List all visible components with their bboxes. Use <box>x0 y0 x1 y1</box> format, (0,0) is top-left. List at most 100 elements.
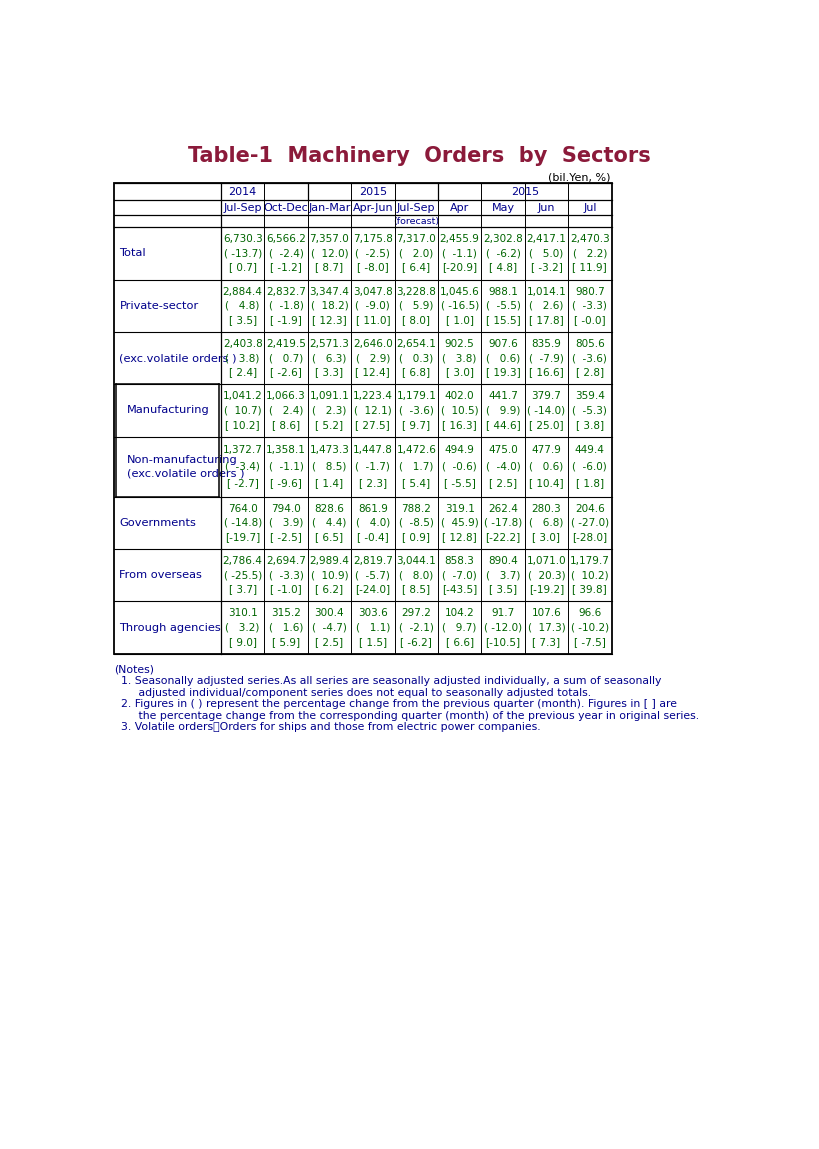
Text: (   0.7): ( 0.7) <box>269 353 303 363</box>
Text: 1,358.1: 1,358.1 <box>266 446 306 455</box>
Text: [ 3.5]: [ 3.5] <box>229 315 256 325</box>
Text: 1,014.1: 1,014.1 <box>527 286 566 296</box>
Text: [ -6.2]: [ -6.2] <box>400 637 432 647</box>
Text: 2,654.1: 2,654.1 <box>396 339 437 349</box>
Text: 764.0: 764.0 <box>228 503 257 514</box>
Text: 1,372.7: 1,372.7 <box>223 446 263 455</box>
Text: Jan-Mar: Jan-Mar <box>308 202 351 213</box>
Text: [ 3.7]: [ 3.7] <box>229 585 256 594</box>
Text: [ 9.0]: [ 9.0] <box>229 637 256 647</box>
Text: [ -0.4]: [ -0.4] <box>357 532 389 542</box>
Text: (  -3.3): ( -3.3) <box>572 301 607 310</box>
Text: ( -27.0): ( -27.0) <box>571 518 609 527</box>
Text: [ -7.5]: [ -7.5] <box>574 637 606 647</box>
Text: Governments: Governments <box>120 518 197 527</box>
Text: 7,175.8: 7,175.8 <box>353 234 393 245</box>
Text: [ 8.7]: [ 8.7] <box>315 262 343 272</box>
Text: 3,047.8: 3,047.8 <box>353 286 393 296</box>
Text: [-28.0]: [-28.0] <box>572 532 608 542</box>
Text: ( -12.0): ( -12.0) <box>484 623 523 633</box>
Text: [-22.2]: [-22.2] <box>486 532 521 542</box>
Text: (  45.9): ( 45.9) <box>441 518 478 527</box>
Text: 359.4: 359.4 <box>575 392 604 401</box>
Text: [ 15.5]: [ 15.5] <box>486 315 520 325</box>
Text: 315.2: 315.2 <box>271 609 301 618</box>
Text: ( -17.8): ( -17.8) <box>484 518 523 527</box>
Text: (  -4.7): ( -4.7) <box>312 623 347 633</box>
Text: 2015: 2015 <box>359 187 387 196</box>
Text: 835.9: 835.9 <box>532 339 561 349</box>
Text: [ 8.0]: [ 8.0] <box>402 315 430 325</box>
Text: 1,473.3: 1,473.3 <box>310 446 350 455</box>
Text: 980.7: 980.7 <box>575 286 604 296</box>
Text: 107.6: 107.6 <box>532 609 561 618</box>
Text: 3,044.1: 3,044.1 <box>396 556 437 566</box>
Text: 310.1: 310.1 <box>228 609 257 618</box>
Text: [ 16.3]: [ 16.3] <box>442 419 477 430</box>
Text: 1,071.0: 1,071.0 <box>527 556 566 566</box>
Text: 379.7: 379.7 <box>532 392 561 401</box>
Text: 3. Volatile orders：Orders for ships and those from electric power companies.: 3. Volatile orders：Orders for ships and … <box>114 723 541 732</box>
Text: 1,179.1: 1,179.1 <box>396 392 437 401</box>
Text: (   3.2): ( 3.2) <box>225 623 260 633</box>
Text: 1,223.4: 1,223.4 <box>353 392 393 401</box>
Text: 6,730.3: 6,730.3 <box>223 234 263 245</box>
Text: Oct-Dec: Oct-Dec <box>264 202 309 213</box>
Text: (  -0.6): ( -0.6) <box>442 462 477 472</box>
Text: (  -5.3): ( -5.3) <box>572 406 607 416</box>
Text: ( -25.5): ( -25.5) <box>224 570 262 580</box>
Text: (   4.0): ( 4.0) <box>355 518 390 527</box>
Text: (   1.1): ( 1.1) <box>355 623 390 633</box>
Bar <box>114 184 612 654</box>
Text: 2,884.4: 2,884.4 <box>223 286 263 296</box>
Text: [ 6.6]: [ 6.6] <box>446 637 473 647</box>
Text: (  -3.3): ( -3.3) <box>269 570 304 580</box>
Text: 300.4: 300.4 <box>314 609 344 618</box>
Text: [ 2.3]: [ 2.3] <box>359 478 387 488</box>
Text: [ 6.4]: [ 6.4] <box>402 262 430 272</box>
Text: From overseas: From overseas <box>120 570 202 580</box>
Text: ( -10.2): ( -10.2) <box>571 623 609 633</box>
Text: (  12.1): ( 12.1) <box>354 406 391 416</box>
Text: (forecast): (forecast) <box>393 216 439 225</box>
Text: [ 3.3]: [ 3.3] <box>315 368 343 377</box>
Text: 1,447.8: 1,447.8 <box>353 446 393 455</box>
Text: (   3.8): ( 3.8) <box>442 353 477 363</box>
Text: (  17.3): ( 17.3) <box>527 623 565 633</box>
Text: (  -1.7): ( -1.7) <box>355 462 391 472</box>
Text: 204.6: 204.6 <box>575 503 604 514</box>
Text: (   9.9): ( 9.9) <box>486 406 520 416</box>
Text: [ 2.8]: [ 2.8] <box>576 368 604 377</box>
Text: (   5.9): ( 5.9) <box>399 301 433 310</box>
Text: [ 6.2]: [ 6.2] <box>315 585 343 594</box>
Text: [ 16.6]: [ 16.6] <box>529 368 563 377</box>
Text: (bil.Yen, %): (bil.Yen, %) <box>548 172 611 183</box>
Text: [ -2.5]: [ -2.5] <box>270 532 302 542</box>
Text: (   2.2): ( 2.2) <box>572 248 607 259</box>
Text: 858.3: 858.3 <box>445 556 474 566</box>
Text: [ -2.6]: [ -2.6] <box>270 368 302 377</box>
Text: [ 11.0]: [ 11.0] <box>355 315 390 325</box>
Text: 805.6: 805.6 <box>575 339 604 349</box>
Text: (   2.4): ( 2.4) <box>269 406 303 416</box>
Text: [ -1.9]: [ -1.9] <box>270 315 302 325</box>
Text: [ -0.0]: [ -0.0] <box>574 315 606 325</box>
Text: Jul-Sep: Jul-Sep <box>397 202 436 213</box>
Text: (  20.3): ( 20.3) <box>527 570 565 580</box>
Text: (   3.8): ( 3.8) <box>225 353 260 363</box>
Text: 449.4: 449.4 <box>575 446 604 455</box>
Text: (  10.7): ( 10.7) <box>224 406 261 416</box>
Text: [-10.5]: [-10.5] <box>486 637 521 647</box>
Text: (   6.8): ( 6.8) <box>529 518 563 527</box>
Text: 2,302.8: 2,302.8 <box>483 234 523 245</box>
Text: Private-sector: Private-sector <box>120 301 199 310</box>
Text: [ 12.8]: [ 12.8] <box>442 532 477 542</box>
Text: (  -4.0): ( -4.0) <box>486 462 520 472</box>
Text: (   5.0): ( 5.0) <box>529 248 563 259</box>
Text: 1,066.3: 1,066.3 <box>266 392 306 401</box>
Text: [ 5.2]: [ 5.2] <box>315 419 343 430</box>
Text: [ 12.3]: [ 12.3] <box>312 315 346 325</box>
Text: (  -7.9): ( -7.9) <box>529 353 564 363</box>
Text: 2,694.7: 2,694.7 <box>266 556 306 566</box>
Text: Apr: Apr <box>450 202 469 213</box>
